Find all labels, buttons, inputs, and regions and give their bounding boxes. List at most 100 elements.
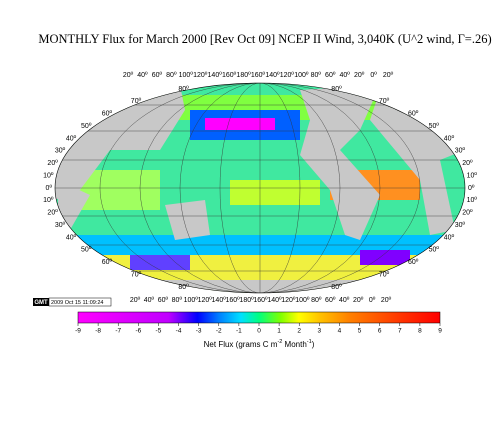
lat-label: 60º xyxy=(102,259,113,266)
lon-label: 60º xyxy=(152,72,163,79)
lat-label: 80º xyxy=(178,86,189,93)
lon-label: 180º xyxy=(236,72,251,79)
lon-label: 80º xyxy=(311,72,322,79)
lon-label: 140º xyxy=(267,297,282,304)
lat-label: 70º xyxy=(379,98,390,105)
lat-label: 40º xyxy=(66,234,77,241)
lon-label: 120º xyxy=(281,297,296,304)
lat-label: 20º xyxy=(47,210,58,217)
lon-label: 60º xyxy=(158,297,169,304)
colorbar-tick-label: 3 xyxy=(318,328,322,335)
colorbar-tick-label: 7 xyxy=(398,328,402,335)
lat-label: 80º xyxy=(331,86,342,93)
colorbar-tick-label: -7 xyxy=(115,328,121,335)
lon-label: 20º xyxy=(123,72,134,79)
lon-label: 100º xyxy=(294,72,309,79)
colorbar-tick-label: 1 xyxy=(277,328,281,335)
colorbar-tick-label: -9 xyxy=(75,328,81,335)
colorbar-tick-label: 2 xyxy=(297,328,301,335)
label-superscript: -1 xyxy=(307,339,312,345)
lat-label: 70º xyxy=(131,271,142,278)
lon-label: 160º xyxy=(251,72,266,79)
lon-label: 20º xyxy=(354,72,365,79)
lat-label: 10º xyxy=(467,172,478,179)
colorbar-tick-label: -5 xyxy=(156,328,162,335)
lat-label: 60º xyxy=(408,259,419,266)
colorbar-tick-label: 5 xyxy=(358,328,362,335)
lat-label: 20º xyxy=(462,210,473,217)
title: MONTHLY Flux for March 2000 [Rev Oct 09]… xyxy=(38,32,491,46)
lon-label: 120º xyxy=(280,72,295,79)
lat-label: 0º xyxy=(46,185,53,192)
label-text: ) xyxy=(312,340,315,349)
lon-label: 60º xyxy=(325,72,336,79)
lat-label: 60º xyxy=(408,111,419,118)
lat-label: 40º xyxy=(444,234,455,241)
lat-label: 10º xyxy=(467,197,478,204)
lon-label: 80º xyxy=(166,72,177,79)
lon-label: 100º xyxy=(179,72,194,79)
lon-label: 40º xyxy=(339,72,350,79)
lon-label: 120º xyxy=(198,297,213,304)
colorbar-tick-label: 9 xyxy=(438,328,442,335)
stamp-frame xyxy=(48,297,112,307)
lon-label: 20º xyxy=(353,297,364,304)
lon-label: 180º xyxy=(239,297,254,304)
lon-label: 0º xyxy=(370,72,377,79)
stamp-box xyxy=(33,298,49,306)
lon-label: 140º xyxy=(265,72,280,79)
lat-label: 30º xyxy=(455,148,466,155)
colorbar-tick-label: -4 xyxy=(176,328,182,335)
colorbar-tick-label: 4 xyxy=(338,328,342,335)
colorbar-tick-label: 8 xyxy=(418,328,422,335)
lat-label: 70º xyxy=(131,98,142,105)
lat-label: 80º xyxy=(178,284,189,291)
lon-label: 80º xyxy=(172,297,183,304)
lon-label: 40º xyxy=(144,297,155,304)
lon-label: 80º xyxy=(311,297,322,304)
lon-label: 0º xyxy=(369,297,376,304)
lon-label: 100º xyxy=(184,297,199,304)
colorbar-tick-label: -2 xyxy=(216,328,222,335)
lon-label: 20º xyxy=(383,72,394,79)
lat-label: 50º xyxy=(429,123,440,130)
colorbar-tick-label: -6 xyxy=(135,328,141,335)
lat-label: 10º xyxy=(43,197,54,204)
lat-label: 30º xyxy=(455,222,466,229)
lat-label: 30º xyxy=(55,148,66,155)
lat-label: 0º xyxy=(468,185,475,192)
lat-label: 30º xyxy=(55,222,66,229)
lon-label: 60º xyxy=(325,297,336,304)
lat-label: 80º xyxy=(331,284,342,291)
lon-label: 20º xyxy=(381,297,392,304)
lon-label: 160º xyxy=(222,72,237,79)
label-text: Net Flux (grams C m xyxy=(204,340,278,349)
lat-label: 50º xyxy=(81,123,92,130)
lon-label: 100º xyxy=(295,297,310,304)
colorbar-tick-label: 0 xyxy=(257,328,261,335)
lon-label: 20º xyxy=(130,297,141,304)
lat-label: 60º xyxy=(102,111,113,118)
lon-label: 160º xyxy=(225,297,240,304)
label-text: Month xyxy=(282,340,306,349)
colorbar xyxy=(77,311,441,324)
colorbar-label: Net Flux (grams C m-2 Month-1) xyxy=(204,339,315,349)
lon-label: 140º xyxy=(208,72,223,79)
lat-label: 50º xyxy=(81,247,92,254)
lat-label: 40º xyxy=(66,135,77,142)
lon-label: 40º xyxy=(137,72,148,79)
lon-label: 40º xyxy=(339,297,350,304)
colorbar-tick-label: -8 xyxy=(95,328,101,335)
colorbar-tick-label: -1 xyxy=(236,328,242,335)
lon-label: 120º xyxy=(193,72,208,79)
colorbar-tick-label: 6 xyxy=(378,328,382,335)
label-superscript: -2 xyxy=(277,339,282,345)
lat-label: 70º xyxy=(379,271,390,278)
lat-label: 20º xyxy=(47,160,58,167)
stamp: GMT 2009 Oct 15 11:09:24 xyxy=(33,297,112,307)
colorbar-tick-label: -3 xyxy=(196,328,202,335)
map-frame xyxy=(54,82,466,294)
lat-label: 40º xyxy=(444,135,455,142)
lat-label: 20º xyxy=(462,160,473,167)
